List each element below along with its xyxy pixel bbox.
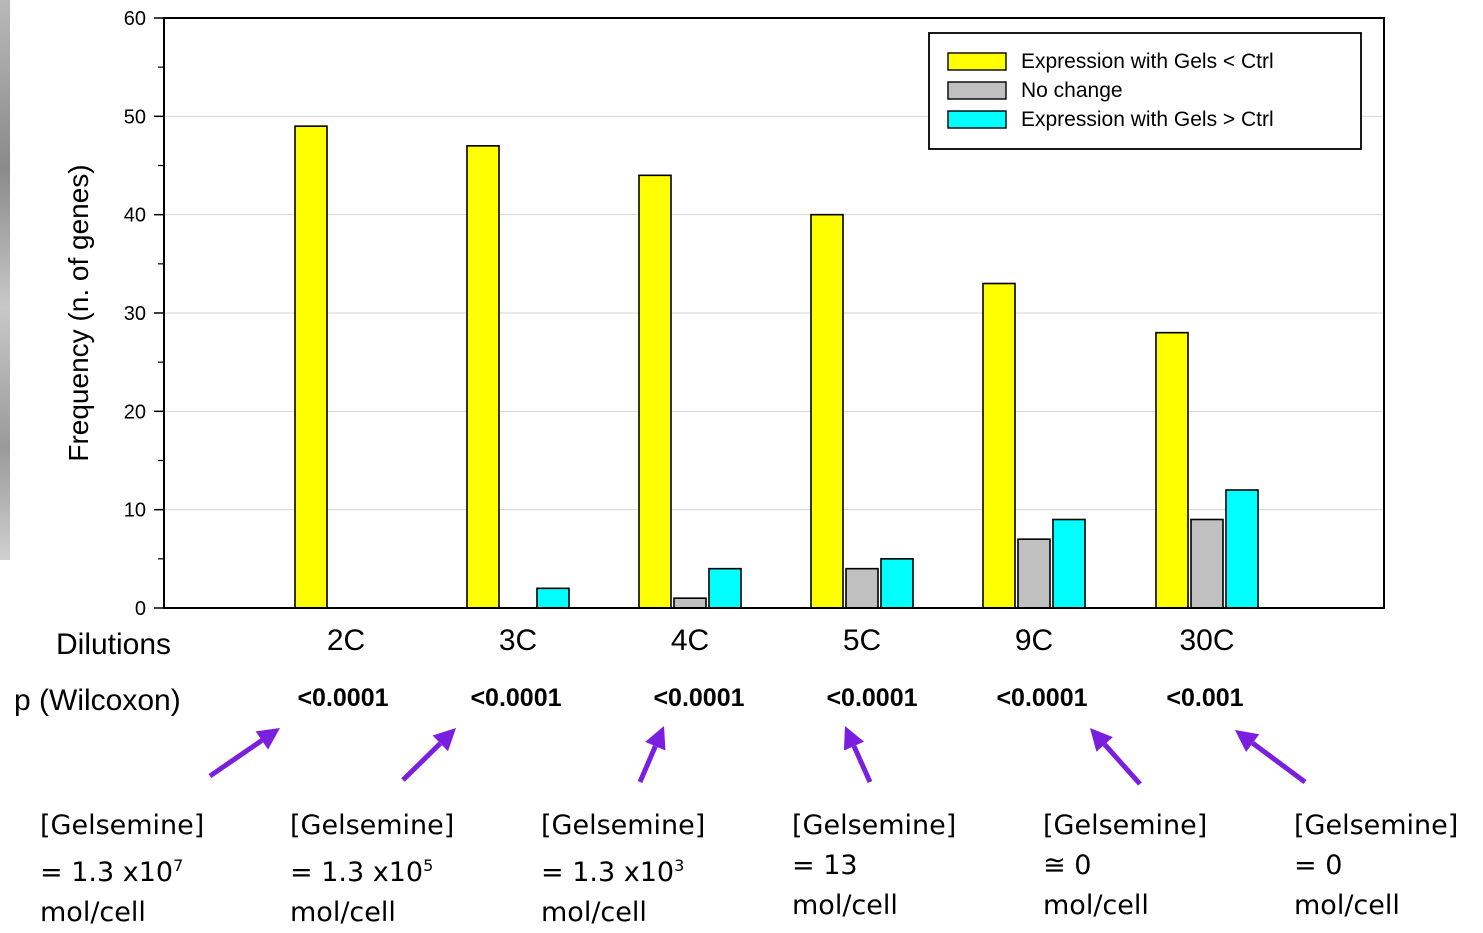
y-axis-label: Frequency (n. of genes) <box>63 164 94 461</box>
left-edge-decoration <box>0 0 10 560</box>
note-line-2: = 0 <box>1294 850 1343 881</box>
arrows <box>208 726 1307 786</box>
legend-label: Expression with Gels < Ctrl <box>1021 50 1274 73</box>
legend-label: Expression with Gels > Ctrl <box>1021 108 1274 131</box>
arrow-head <box>843 726 865 751</box>
note-exponent: 7 <box>173 856 184 875</box>
arrow-shaft <box>1102 742 1142 786</box>
note-line-2: = 13 <box>792 850 858 881</box>
y-tick-label: 30 <box>124 303 146 325</box>
note-line-3: mol/cell <box>1043 890 1149 921</box>
arrow-shaft <box>401 741 443 782</box>
dilution-label: 4C <box>670 624 710 657</box>
dilution-label: 3C <box>498 624 538 657</box>
y-tick-label: 0 <box>135 598 146 620</box>
y-tick-label: 50 <box>124 106 146 128</box>
gelsemine-note: [Gelsemine] = 1.3 x105 mol/cell <box>290 806 454 933</box>
note-line-1: [Gelsemine] <box>1294 810 1459 841</box>
arrow <box>1090 728 1142 786</box>
legend-label: No change <box>1021 79 1123 102</box>
arrow-head <box>432 728 456 752</box>
gridlines <box>164 115 1384 511</box>
note-line-3: mol/cell <box>1294 890 1400 921</box>
arrow-head <box>645 726 666 751</box>
y-tick-label: 60 <box>124 8 146 30</box>
dilution-label: 2C <box>326 624 366 657</box>
legend-swatch <box>947 110 1007 129</box>
arrow-head <box>255 728 280 750</box>
arrow-shaft <box>851 745 873 784</box>
gelsemine-note: [Gelsemine] ≅ 0 mol/cell <box>1043 806 1207 926</box>
note-line-1: [Gelsemine] <box>290 810 455 841</box>
arrow <box>637 726 666 783</box>
bar <box>673 597 707 609</box>
bar <box>638 174 672 609</box>
y-tick-label: 20 <box>124 401 146 423</box>
note-line-1: [Gelsemine] <box>1043 810 1208 841</box>
gelsemine-note: [Gelsemine] = 1.3 x107 mol/cell <box>40 806 204 933</box>
note-line-3: mol/cell <box>792 890 898 921</box>
axes: 0 10 20 30 40 50 60 <box>124 8 1385 620</box>
note-line-1: [Gelsemine] <box>40 810 205 841</box>
arrow <box>843 726 873 784</box>
bar <box>982 282 1016 609</box>
note-line-2: = 1.3 x107 <box>40 856 184 888</box>
gelsemine-note: [Gelsemine] = 1.3 x103 mol/cell <box>541 806 705 933</box>
arrow <box>1235 730 1307 785</box>
p-value: <0.0001 <box>297 684 389 712</box>
bars <box>294 125 1259 609</box>
gelsemine-note: [Gelsemine] = 0 mol/cell <box>1294 806 1458 926</box>
note-line-2: = 1.3 x105 <box>290 856 434 888</box>
p-value: <0.0001 <box>996 684 1088 712</box>
y-tick-label: 40 <box>124 205 146 227</box>
arrow <box>208 728 280 779</box>
bar <box>1155 331 1189 609</box>
note-exponent: 5 <box>423 856 434 875</box>
bar <box>466 145 500 609</box>
bar <box>1052 518 1086 609</box>
arrow <box>401 728 456 782</box>
bar <box>810 213 844 609</box>
dilutions-label: Dilutions <box>56 628 172 661</box>
bar <box>708 567 742 609</box>
legend-swatch <box>947 81 1007 100</box>
bar <box>294 125 328 609</box>
note-exponent: 3 <box>674 856 685 875</box>
note-line-1: [Gelsemine] <box>792 810 957 841</box>
bar <box>1225 489 1259 609</box>
dilution-label: 30C <box>1179 624 1235 657</box>
bar <box>536 587 570 609</box>
note-line-3: mol/cell <box>40 897 146 928</box>
bar-chart: 0 10 20 30 40 50 60 Frequency (n. of genes) Ex… <box>63 8 1385 620</box>
bar <box>880 558 914 609</box>
gelsemine-note: [Gelsemine] = 13 mol/cell <box>792 806 956 926</box>
arrow-head <box>1090 728 1113 752</box>
dilution-label: 9C <box>1014 624 1054 657</box>
arrow-shaft <box>637 745 658 783</box>
y-tick-label: 10 <box>124 500 146 522</box>
arrow-head <box>1235 730 1260 752</box>
p-value: <0.0001 <box>470 684 562 712</box>
bar <box>845 567 879 609</box>
bar <box>1017 538 1051 609</box>
note-line-2: ≅ 0 <box>1043 850 1092 881</box>
legend-swatch <box>947 52 1007 71</box>
note-line-2: = 1.3 x103 <box>541 856 685 888</box>
bar <box>1190 518 1224 609</box>
arrow-shaft <box>208 738 264 779</box>
note-line-3: mol/cell <box>541 897 647 928</box>
p-wilcoxon-label: p (Wilcoxon) <box>14 684 181 717</box>
p-value: <0.001 <box>1166 684 1244 712</box>
note-line-1: [Gelsemine] <box>541 810 706 841</box>
p-value: <0.0001 <box>826 684 918 712</box>
note-line-3: mol/cell <box>290 897 396 928</box>
dilution-label: 5C <box>842 624 882 657</box>
arrow-shaft <box>1251 741 1307 785</box>
legend: Expression with Gels < Ctrl No change Expr… <box>928 32 1362 150</box>
p-value: <0.0001 <box>653 684 745 712</box>
